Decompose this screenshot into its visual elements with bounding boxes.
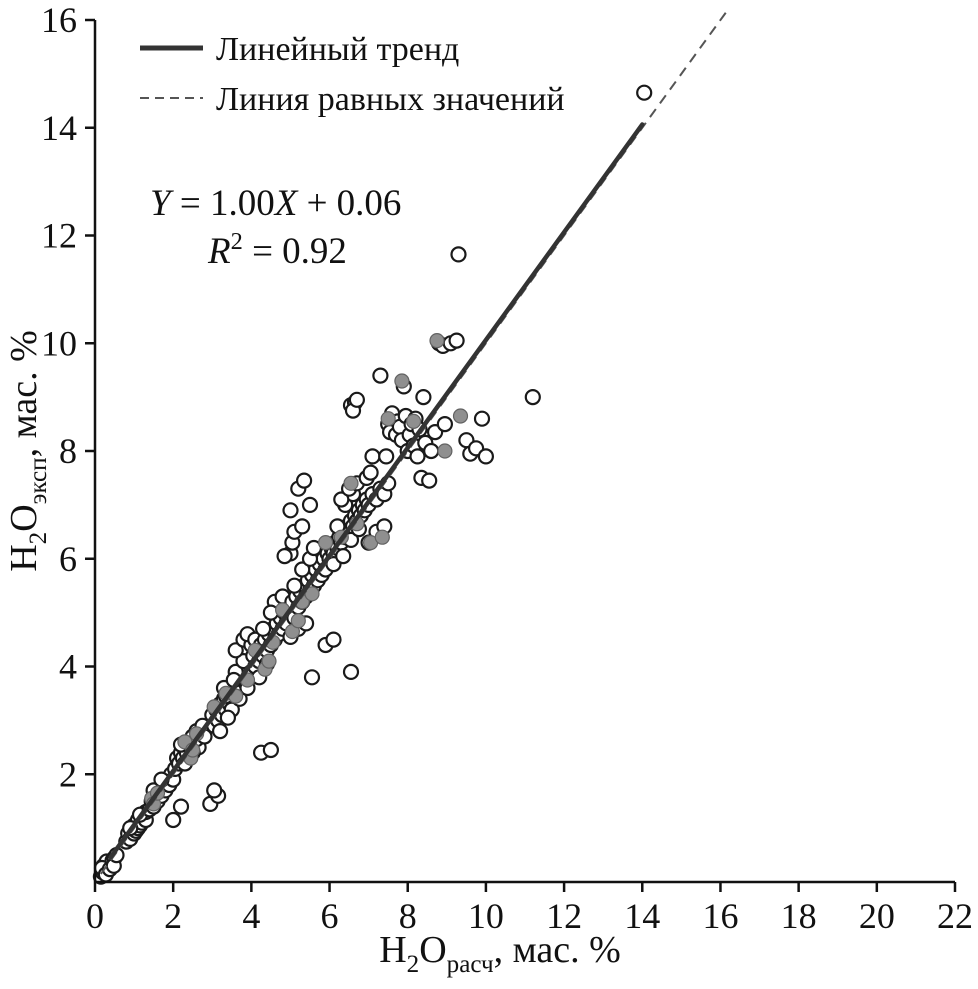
scatter-point-circle-open (282, 502, 299, 519)
scatter-point-circle-open (286, 577, 303, 594)
scatter-point-circle-open (342, 663, 360, 681)
scatter-point-circle-open (294, 518, 311, 535)
scatter-point-circle-open (362, 464, 379, 481)
scatter-point-circle-open (333, 491, 350, 508)
scatter-point-circle-open (212, 722, 229, 740)
scatter-point-circle-open (409, 448, 426, 465)
scatter-point-circle-open (255, 620, 272, 637)
scatter-point-circle-open (423, 442, 440, 460)
x-tick-label: 8 (399, 896, 417, 936)
scatter-point-circle-open (294, 561, 311, 578)
scatter-point-circle-open (473, 410, 491, 427)
y-tick-label: 14 (41, 108, 77, 148)
x-tick-label: 12 (546, 896, 582, 936)
x-tick-label: 0 (86, 896, 104, 936)
scatter-point-circle-open (524, 389, 541, 406)
y-tick-label: 2 (59, 754, 77, 794)
y-tick-label: 10 (41, 323, 77, 363)
scatter-point-circle-open (296, 472, 313, 489)
x-tick-label: 10 (468, 896, 504, 936)
equation-text: Y = 1.00X + 0.06 (150, 183, 401, 224)
scatter-point-circle-filled (380, 411, 396, 427)
x-tick-label: 18 (781, 896, 817, 936)
scatter-point-circle-open (262, 741, 279, 759)
y-tick-label: 16 (41, 0, 77, 40)
scatter-point-circle-open (348, 391, 365, 408)
scatter-point-circle-open (325, 631, 342, 648)
trend-line (108, 122, 645, 860)
scatter-point-circle-open (364, 448, 381, 465)
scatter-point-circle-open (636, 84, 653, 101)
x-tick-label: 2 (164, 896, 182, 936)
scatter-point-circle-open (450, 246, 467, 263)
scatter-point-circle-open (301, 496, 319, 513)
scatter-point-circle-filled (437, 443, 453, 459)
scatter-point-circle-filled (429, 333, 445, 349)
scatter-point-circle-filled (394, 373, 410, 389)
scatter-point-circle-open (276, 547, 293, 565)
legend-label: Линия равных значений (216, 81, 565, 118)
x-tick-label: 4 (242, 896, 260, 936)
scatter-point-circle-filled (374, 529, 390, 545)
x-tick-label: 20 (859, 896, 895, 936)
scatter-point-circle-open (227, 642, 244, 659)
scatter-point-circle-open (477, 448, 494, 465)
filled-circles-group (144, 333, 469, 812)
scatter-point-circle-filled (343, 475, 359, 491)
y-tick-label: 8 (59, 431, 77, 471)
scatter-point-circle-open (219, 709, 236, 726)
x-tick-label: 14 (624, 896, 660, 936)
legend: Линейный тренд Линия равных значений (140, 31, 565, 118)
scatter-point-circle-filled (290, 613, 306, 629)
y-tick-label: 6 (59, 539, 77, 579)
scatter-point-circle-open (206, 782, 223, 799)
scatter-point-circle-filled (406, 413, 422, 429)
scatter-point-circle-open (421, 472, 438, 489)
scatter-point-circle-open (172, 798, 190, 815)
legend-label: Линейный тренд (216, 31, 459, 68)
scatter-point-circle-open (436, 416, 453, 433)
scatter-point-circle-open (378, 448, 395, 465)
x-axis-title: H2Oрасч, мас. % (379, 929, 621, 978)
y-tick-label: 4 (59, 647, 77, 687)
scatter-point-circle-filled (452, 408, 469, 424)
scatter-point-circle-open (303, 669, 321, 686)
scatter-point-circle-filled (318, 534, 334, 551)
y-axis-title: H2Oэксп, мас. % (3, 330, 52, 572)
y-tick-label: 12 (41, 216, 77, 256)
scatter-point-circle-open (448, 332, 465, 349)
scatter-point-circle-open (415, 389, 432, 406)
scatter-point-circle-open (335, 547, 352, 565)
r-squared-text: R2 = 0.92 (207, 228, 347, 272)
x-tick-label: 16 (702, 896, 738, 936)
scatter-point-circle-open (165, 811, 182, 829)
scatter-point-circle-filled (261, 653, 277, 669)
scatter-point-circle-open (372, 367, 389, 384)
x-tick-label: 6 (321, 896, 339, 936)
x-tick-label: 22 (937, 896, 973, 936)
